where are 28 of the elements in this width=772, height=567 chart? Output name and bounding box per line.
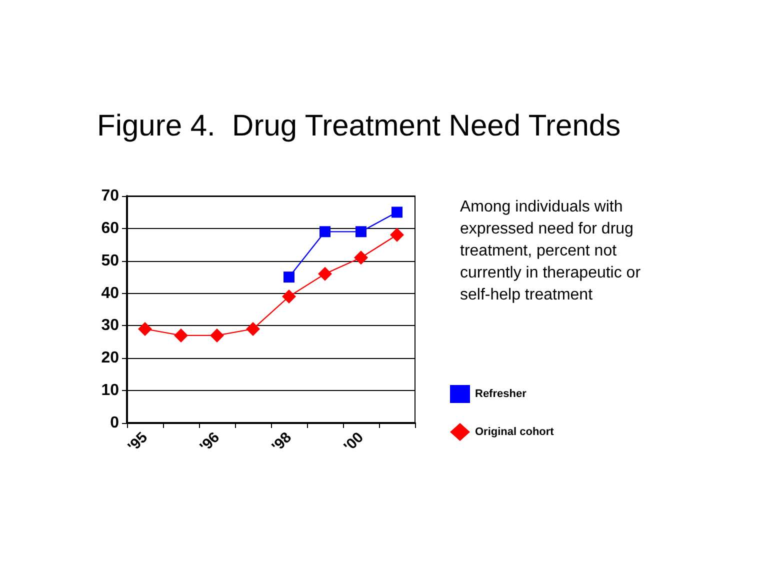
x-tick-label: '96 bbox=[196, 428, 224, 456]
point bbox=[138, 322, 152, 336]
point bbox=[392, 206, 402, 218]
point bbox=[210, 328, 224, 342]
point bbox=[354, 250, 368, 265]
x-tick-label: '98 bbox=[268, 428, 296, 456]
y-tick-label: 50 bbox=[101, 252, 120, 270]
point bbox=[356, 226, 366, 238]
legend-label: Refresher bbox=[475, 388, 528, 400]
point bbox=[282, 290, 296, 304]
point bbox=[284, 272, 294, 283]
y-tick-label: 30 bbox=[101, 317, 120, 334]
chart-title: Figure 4. Drug Treatment Need Trends bbox=[97, 110, 621, 142]
y-tick-label: 60 bbox=[101, 220, 120, 237]
point bbox=[320, 226, 330, 238]
legend-label: Original cohort bbox=[475, 426, 554, 438]
x-tick-label: '00 bbox=[340, 428, 368, 456]
point bbox=[246, 322, 260, 336]
y-tick-label: 20 bbox=[101, 350, 120, 367]
x-tick-label: '95 bbox=[124, 428, 152, 456]
y-tick-label: 0 bbox=[110, 414, 120, 432]
text: Among individuals with expressed need for drug treatment, percent not currently in therapeutic or self-help treatment bbox=[460, 198, 645, 304]
y-tick-label: 40 bbox=[101, 284, 120, 302]
y-tick-label: 10 bbox=[101, 382, 120, 400]
point bbox=[174, 328, 188, 342]
point bbox=[390, 228, 404, 242]
point bbox=[318, 266, 332, 281]
y-tick-label: 70 bbox=[101, 188, 120, 204]
